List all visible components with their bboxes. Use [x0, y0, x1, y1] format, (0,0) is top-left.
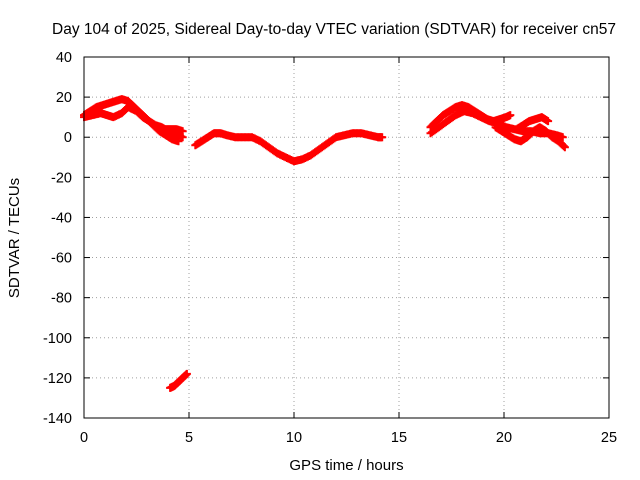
x-tick-label: 10	[286, 430, 302, 446]
data-point	[182, 369, 191, 378]
y-tick-label: -120	[43, 371, 72, 387]
y-tick-label: -80	[51, 291, 72, 307]
series-track-c	[153, 125, 187, 136]
y-tick-label: -60	[51, 251, 72, 267]
y-tick-label: -100	[43, 331, 72, 347]
y-tick-label: 0	[64, 130, 72, 146]
axis-ticks: 0 5 10 15 20 25 -140 -120 -100 -80 -60 -40 -20 0 20 40	[43, 50, 617, 446]
y-tick-label: 40	[56, 50, 72, 66]
y-tick-label: -20	[51, 170, 72, 186]
data-points	[80, 95, 569, 392]
data-point	[558, 133, 567, 142]
data-point	[544, 117, 553, 126]
y-tick-label: 20	[56, 90, 72, 106]
x-axis-label: GPS time / hours	[289, 457, 403, 474]
chart-title: Day 104 of 2025, Sidereal Day-to-day VTE…	[52, 21, 616, 38]
x-tick-label: 20	[496, 430, 512, 446]
x-tick-label: 25	[601, 430, 617, 446]
data-point	[559, 142, 568, 151]
series-track-i	[512, 113, 553, 134]
x-tick-label: 0	[80, 430, 88, 446]
data-point	[378, 133, 387, 142]
y-tick-label: -140	[43, 411, 72, 427]
data-point	[178, 127, 187, 136]
y-axis-label: SDTVAR / TECUs	[6, 178, 23, 298]
data-point	[506, 111, 515, 120]
series-track-d	[191, 129, 387, 166]
data-point	[560, 143, 569, 152]
x-tick-label: 5	[185, 430, 193, 446]
series-track-h	[491, 123, 569, 152]
y-tick-label: -40	[51, 210, 72, 226]
x-tick-label: 15	[391, 430, 407, 446]
series-track-e	[166, 369, 191, 392]
plot-frame	[83, 56, 610, 419]
